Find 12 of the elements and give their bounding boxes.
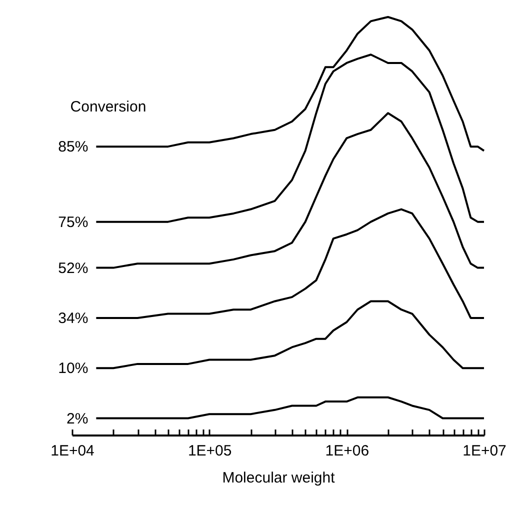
x-axis-title: Molecular weight bbox=[222, 470, 336, 486]
x-tick-label: 1E+04 bbox=[50, 442, 94, 460]
x-tick-label: 1E+05 bbox=[188, 442, 232, 460]
x-tick-label: 1E+06 bbox=[325, 442, 370, 460]
series-label: 2% bbox=[66, 410, 88, 428]
series-label: 85% bbox=[58, 138, 88, 156]
x-tick-label: 1E+07 bbox=[462, 442, 506, 460]
series-label: 75% bbox=[58, 214, 88, 231]
series-label: 52% bbox=[58, 260, 88, 277]
series-label: 10% bbox=[58, 360, 88, 378]
legend-title: Conversion bbox=[70, 98, 146, 116]
series-label: 34% bbox=[58, 310, 88, 327]
